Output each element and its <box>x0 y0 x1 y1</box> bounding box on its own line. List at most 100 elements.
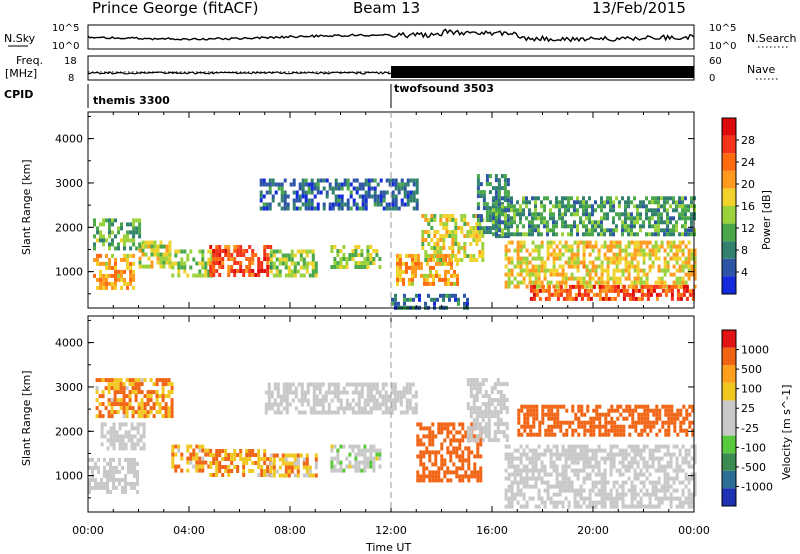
echo-cell <box>651 216 654 221</box>
echo-cell <box>592 420 596 425</box>
echo-cell <box>564 284 568 289</box>
echo-cell <box>540 460 544 465</box>
echo-cell <box>651 456 655 461</box>
echo-cell <box>586 288 590 293</box>
echo-cell <box>458 458 462 463</box>
echo-cell <box>564 204 567 209</box>
echo-cell <box>525 464 529 469</box>
echo-cell <box>555 444 559 449</box>
echo-cell <box>406 202 410 207</box>
echo-cell <box>91 469 94 474</box>
echo-cell <box>305 453 309 458</box>
echo-cell <box>415 186 419 191</box>
echo-cell <box>504 488 508 493</box>
echo-cell <box>476 470 480 475</box>
echo-cell <box>342 406 346 411</box>
echo-cell <box>613 428 617 433</box>
echo-cell <box>438 273 441 278</box>
echo-cell <box>375 452 379 457</box>
echo-cell <box>393 406 397 411</box>
echo-cell <box>603 232 606 237</box>
echo-cell <box>685 432 689 437</box>
echo-cell <box>570 460 574 465</box>
echo-cell <box>667 412 671 417</box>
echo-cell <box>606 272 610 277</box>
echo-cell <box>396 394 400 399</box>
echo-cell <box>136 461 139 466</box>
echo-cell <box>604 284 608 289</box>
echo-cell <box>481 418 485 423</box>
echo-cell <box>466 301 469 306</box>
echo-cell <box>305 249 309 254</box>
echo-cell <box>405 406 409 411</box>
echo-cell <box>460 230 464 234</box>
echo-cell <box>248 265 252 269</box>
freq-left-tick-low: 8 <box>68 73 74 84</box>
echo-cell <box>442 226 446 230</box>
echo-cell <box>451 218 455 222</box>
echo-cell <box>402 390 406 395</box>
echo-cell <box>215 257 219 261</box>
echo-cell <box>618 484 622 489</box>
echo-cell <box>311 257 315 262</box>
echo-cell <box>580 404 584 409</box>
echo-cell <box>681 252 685 257</box>
echo-cell <box>663 196 666 201</box>
echo-cell <box>603 496 607 501</box>
echo-cell <box>161 378 165 383</box>
echo-cell <box>582 476 586 481</box>
echo-cell <box>346 186 350 191</box>
echo-cell <box>111 273 114 278</box>
echo-cell <box>408 382 412 387</box>
echo-cell <box>278 269 282 274</box>
echo-cell <box>106 461 109 466</box>
echo-cell <box>636 252 640 257</box>
echo-cell <box>531 448 535 453</box>
echo-cell <box>437 422 441 427</box>
echo-cell <box>582 224 585 229</box>
echo-cell <box>273 410 277 415</box>
echo-cell <box>640 412 644 417</box>
echo-cell <box>424 238 428 242</box>
echo-cell <box>443 462 447 467</box>
echo-cell <box>525 216 528 221</box>
echo-cell <box>636 248 640 253</box>
echo-cell <box>558 248 562 253</box>
echo-cell <box>651 196 654 201</box>
echo-cell <box>522 496 526 501</box>
echo-cell <box>354 468 358 473</box>
echo-cell <box>422 454 426 459</box>
echo-cell <box>651 208 654 213</box>
echo-cell <box>615 276 619 281</box>
echo-cell <box>502 430 506 435</box>
echo-cell <box>591 212 594 217</box>
echo-cell <box>529 296 533 301</box>
echo-cell <box>672 476 676 481</box>
y-tick-label: 2000 <box>55 425 83 438</box>
echo-cell <box>94 477 97 482</box>
echo-cell <box>399 261 402 266</box>
echo-cell <box>496 426 500 431</box>
echo-cell <box>501 212 504 217</box>
echo-cell <box>441 277 444 282</box>
echo-cell <box>497 190 501 195</box>
echo-cell <box>597 248 601 253</box>
echo-cell <box>316 190 320 195</box>
echo-cell <box>168 248 172 253</box>
echo-cell <box>336 456 340 461</box>
echo-cell <box>669 484 673 489</box>
echo-cell <box>428 442 432 447</box>
echo-cell <box>475 426 479 431</box>
echo-cell <box>565 408 569 413</box>
echo-cell <box>140 390 144 395</box>
echo-cell <box>257 269 261 273</box>
echo-cell <box>597 448 601 453</box>
echo-cell <box>684 500 688 505</box>
echo-cell <box>522 232 525 237</box>
echo-cell <box>467 478 471 483</box>
echo-cell <box>484 390 488 395</box>
echo-cell <box>239 449 243 453</box>
echo-cell <box>102 238 105 243</box>
echo-cell <box>646 404 650 409</box>
echo-cell <box>651 232 654 237</box>
